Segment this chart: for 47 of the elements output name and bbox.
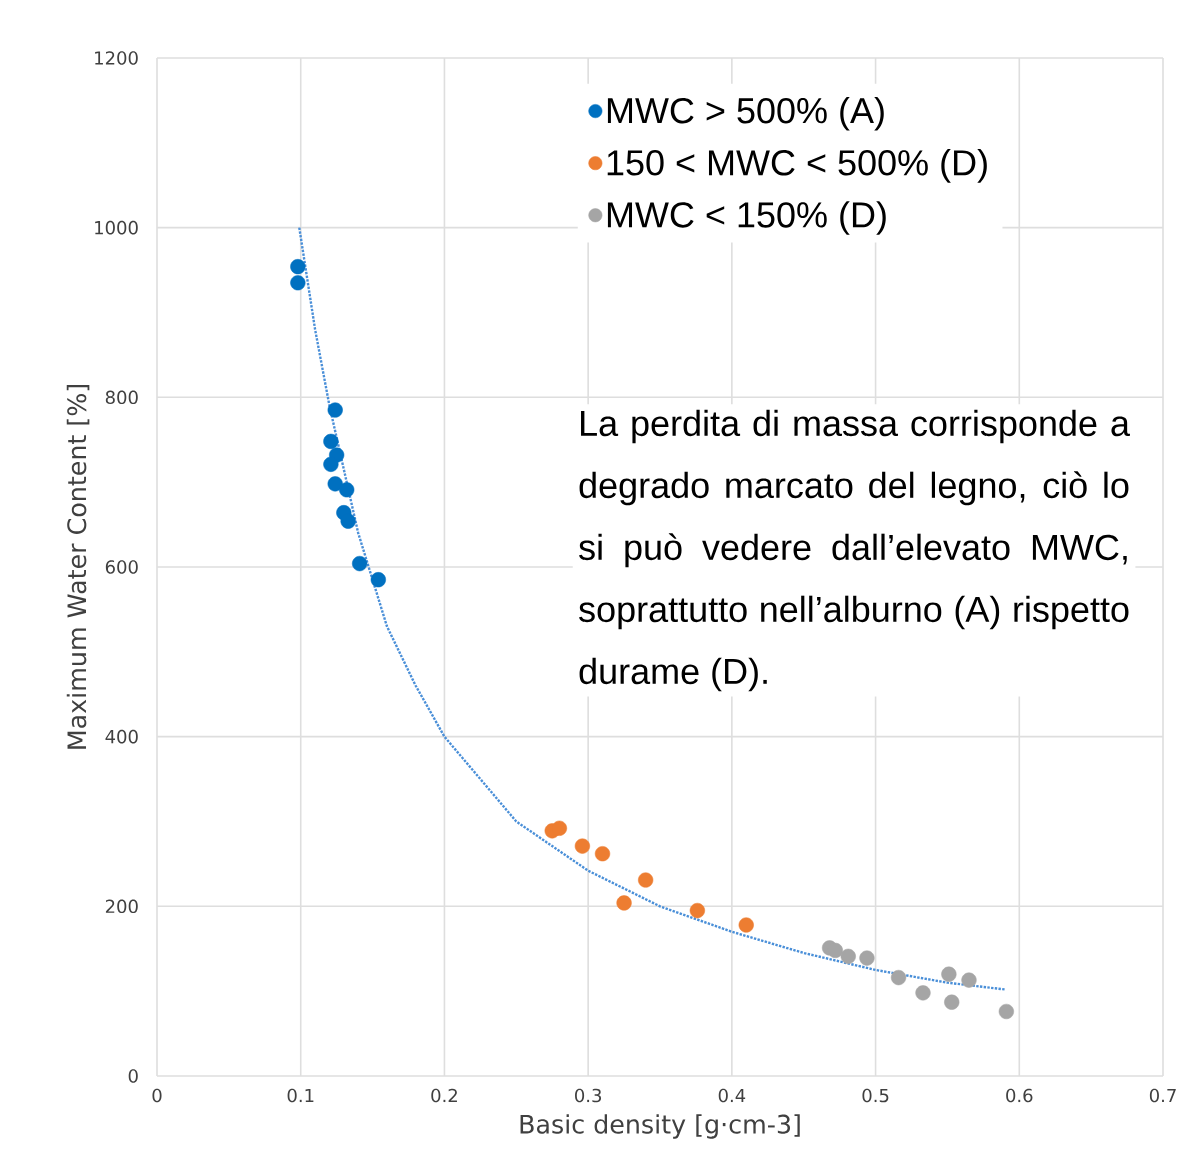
point — [616, 895, 632, 911]
legend-label: MWC < 150% (D) — [607, 201, 886, 235]
point — [738, 917, 754, 933]
point — [340, 513, 356, 529]
point — [352, 555, 368, 572]
x-tick-label: 0.5 — [862, 1088, 889, 1103]
legend-label: 150 < MWC < 500% (D) — [607, 149, 987, 183]
legend-label: MWC > 500% (A) — [607, 97, 884, 131]
point — [551, 820, 568, 836]
point — [961, 972, 977, 988]
point — [323, 456, 339, 472]
point — [339, 482, 355, 498]
x-tick-label: 0.4 — [718, 1088, 746, 1103]
x-tick-label: 0.6 — [1006, 1088, 1033, 1103]
y-tick-label: 400 — [105, 729, 138, 744]
x-axis-title: Basic density [g·cm-3] — [520, 1114, 800, 1139]
y-tick-label: 1200 — [95, 51, 138, 65]
point — [327, 476, 343, 492]
x-tick-label: 0.2 — [431, 1088, 457, 1103]
point — [915, 985, 931, 1001]
x-tick-label: 0.3 — [575, 1088, 602, 1103]
x-tick-label: 0.7 — [1149, 1088, 1176, 1103]
y-axis-title: Maximum Water Content [%] — [66, 384, 90, 749]
point — [290, 259, 306, 275]
point — [998, 1003, 1014, 1020]
point — [594, 846, 611, 862]
annotation: La perdita di massa corrisponde a degrado marcato del legno, ciò lo si può vedere dall’elevato MWC, soprattutto nell’alburno (A) rispetto durame (D). — [579, 409, 1130, 692]
point — [290, 275, 306, 291]
point — [859, 950, 875, 966]
x-tick-label: 0 — [152, 1088, 162, 1103]
y-tick-label: 200 — [105, 899, 138, 914]
point — [689, 902, 705, 919]
point — [638, 872, 654, 888]
point — [323, 433, 339, 450]
point — [327, 402, 343, 418]
y-tick-label: 600 — [105, 560, 138, 574]
point — [370, 572, 386, 588]
point — [574, 838, 590, 854]
y-tick-label: 800 — [105, 390, 138, 405]
point — [840, 948, 856, 964]
y-tick-label: 0 — [128, 1069, 138, 1083]
x-tick-label: 0.1 — [287, 1088, 314, 1103]
point — [827, 942, 843, 959]
point — [941, 966, 957, 982]
point — [944, 994, 960, 1010]
point — [890, 969, 907, 986]
y-tick-label: 1000 — [95, 220, 138, 235]
